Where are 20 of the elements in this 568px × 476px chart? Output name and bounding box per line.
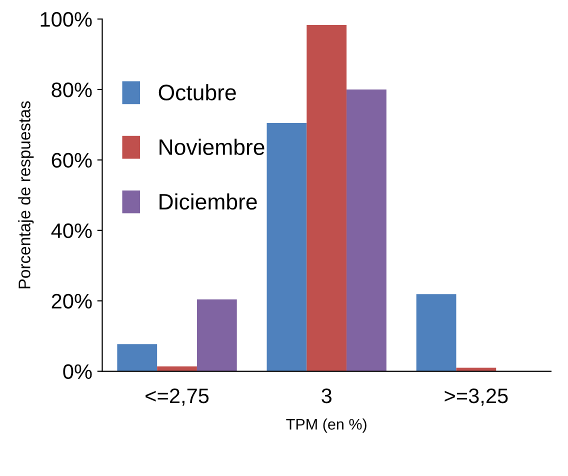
x-axis-title: TPM (en %) bbox=[286, 418, 366, 433]
x-tick-label: 3 bbox=[322, 388, 332, 404]
bar bbox=[416, 294, 456, 372]
bar bbox=[266, 122, 307, 372]
bar bbox=[346, 89, 386, 372]
y-tick-label: 80% bbox=[52, 82, 92, 98]
legend-label: Octubre bbox=[158, 84, 236, 100]
y-tick-label: 0% bbox=[63, 364, 92, 380]
y-tick-label: 20% bbox=[52, 294, 92, 309]
legend-label: Diciembre bbox=[160, 193, 257, 210]
x-tick-label: >=3,25 bbox=[444, 388, 508, 406]
x-tick-label: <=2,75 bbox=[146, 388, 209, 406]
legend-label: Noviembre bbox=[160, 138, 264, 156]
bar bbox=[117, 344, 158, 372]
y-tick-label: 60% bbox=[52, 152, 92, 168]
y-axis-title: Porcentaje de respuestas bbox=[18, 101, 34, 288]
bar bbox=[306, 25, 347, 372]
y-tick-label: 40% bbox=[51, 223, 92, 238]
bar bbox=[196, 299, 237, 372]
y-tick-label: 100% bbox=[40, 12, 92, 27]
